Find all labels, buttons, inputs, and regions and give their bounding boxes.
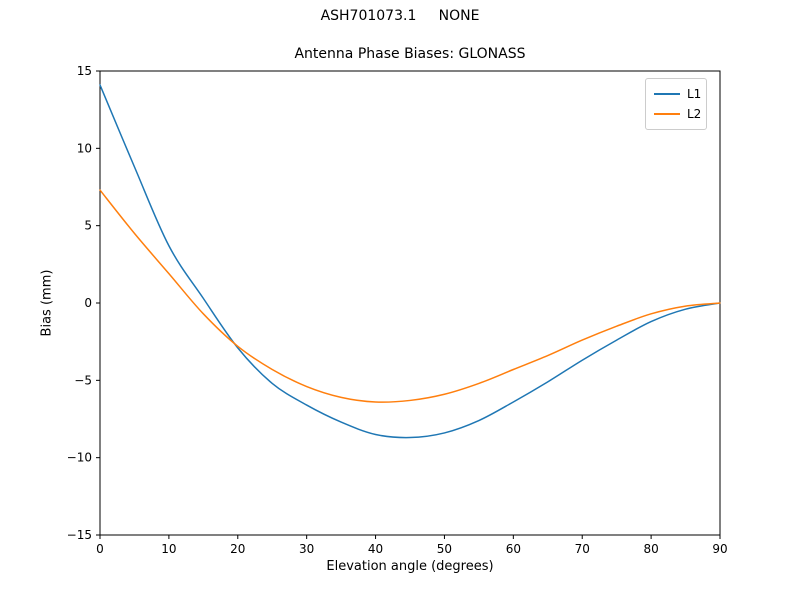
line-l2: [99, 189, 721, 403]
y-tick-label: 0: [84, 296, 92, 310]
legend: L1 L2: [645, 78, 707, 130]
x-axis-label: Elevation angle (degrees): [326, 559, 494, 574]
y-axis-label: Bias (mm): [39, 269, 55, 337]
y-tick-label: 15: [77, 64, 92, 78]
y-tick-label: −10: [67, 451, 92, 465]
legend-item-l1: L1: [654, 84, 702, 104]
y-tick-label: −5: [74, 373, 92, 387]
x-tick-label: 90: [712, 542, 727, 556]
legend-label-l1: L1: [687, 87, 702, 101]
legend-line-sample-l2: [654, 113, 680, 115]
x-tick-label: 40: [368, 542, 383, 556]
y-tick-label: −15: [67, 528, 92, 542]
x-tick-label: 20: [230, 542, 245, 556]
legend-label-l2: L2: [687, 107, 702, 121]
x-tick-label: 10: [161, 542, 176, 556]
line-l1: [99, 84, 721, 439]
x-tick-label: 80: [643, 542, 658, 556]
legend-item-l2: L2: [654, 104, 702, 124]
figure-suptitle: ASH701073.1 NONE: [320, 8, 480, 24]
y-tick-label: 10: [77, 141, 92, 155]
chart-title: Antenna Phase Biases: GLONASS: [294, 46, 526, 62]
y-tick-label: 5: [84, 219, 92, 233]
x-tick-label: 70: [575, 542, 590, 556]
x-tick-label: 0: [96, 542, 104, 556]
x-tick-label: 60: [506, 542, 521, 556]
x-tick-label: 50: [437, 542, 452, 556]
x-tick-label: 30: [299, 542, 314, 556]
legend-line-sample-l1: [654, 93, 680, 95]
